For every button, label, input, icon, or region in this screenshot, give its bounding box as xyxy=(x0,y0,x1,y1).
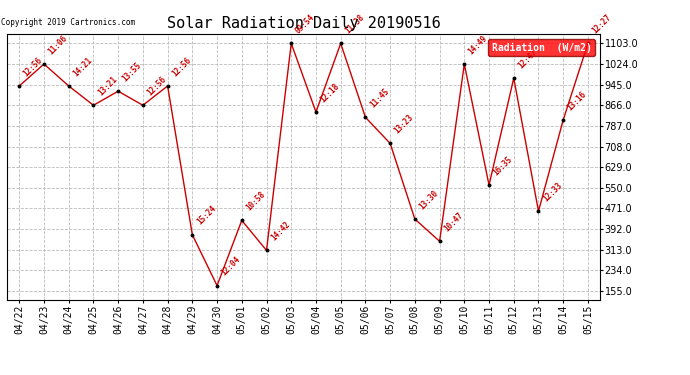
Text: 11:06: 11:06 xyxy=(46,33,69,56)
Text: 13:55: 13:55 xyxy=(121,61,144,83)
Point xyxy=(187,232,198,238)
Point xyxy=(212,283,223,289)
Text: 13:21: 13:21 xyxy=(96,75,119,98)
Text: 11:45: 11:45 xyxy=(368,87,391,109)
Point xyxy=(533,208,544,214)
Text: 12:47: 12:47 xyxy=(516,48,539,70)
Text: 12:27: 12:27 xyxy=(591,13,613,36)
Text: 12:18: 12:18 xyxy=(318,81,341,104)
Text: 14:21: 14:21 xyxy=(71,56,94,78)
Point xyxy=(310,109,322,115)
Text: 14:42: 14:42 xyxy=(269,220,292,243)
Point xyxy=(335,40,346,46)
Point xyxy=(558,117,569,123)
Text: 12:56: 12:56 xyxy=(170,56,193,78)
Point xyxy=(39,61,50,67)
Point xyxy=(509,75,520,81)
Point xyxy=(137,102,148,108)
Text: 11:38: 11:38 xyxy=(343,13,366,36)
Point xyxy=(236,217,247,223)
Point xyxy=(88,102,99,108)
Point xyxy=(459,61,470,67)
Point xyxy=(384,140,395,146)
Point xyxy=(360,114,371,120)
Point xyxy=(14,83,25,89)
Text: 09:54: 09:54 xyxy=(294,13,317,36)
Point xyxy=(63,83,75,89)
Point xyxy=(286,40,297,46)
Point xyxy=(409,216,420,222)
Text: 10:58: 10:58 xyxy=(244,190,267,213)
Point xyxy=(261,248,272,254)
Text: 15:24: 15:24 xyxy=(195,204,217,227)
Text: 12:04: 12:04 xyxy=(219,255,242,278)
Point xyxy=(484,182,495,188)
Text: 13:16: 13:16 xyxy=(566,89,589,112)
Title: Solar Radiation Daily 20190516: Solar Radiation Daily 20190516 xyxy=(167,16,440,31)
Text: 14:49: 14:49 xyxy=(466,33,489,56)
Text: 16:35: 16:35 xyxy=(491,154,514,177)
Point xyxy=(434,238,445,244)
Text: 13:23: 13:23 xyxy=(393,113,415,135)
Text: 13:30: 13:30 xyxy=(417,189,440,211)
Point xyxy=(112,88,124,94)
Point xyxy=(162,83,173,89)
Text: 10:47: 10:47 xyxy=(442,211,465,233)
Text: 12:56: 12:56 xyxy=(146,75,168,98)
Text: 12:33: 12:33 xyxy=(541,181,564,203)
Point xyxy=(582,40,593,46)
Legend: Radiation  (W/m2): Radiation (W/m2) xyxy=(488,39,595,56)
Text: 12:56: 12:56 xyxy=(22,56,44,78)
Text: Copyright 2019 Cartronics.com: Copyright 2019 Cartronics.com xyxy=(1,18,135,27)
